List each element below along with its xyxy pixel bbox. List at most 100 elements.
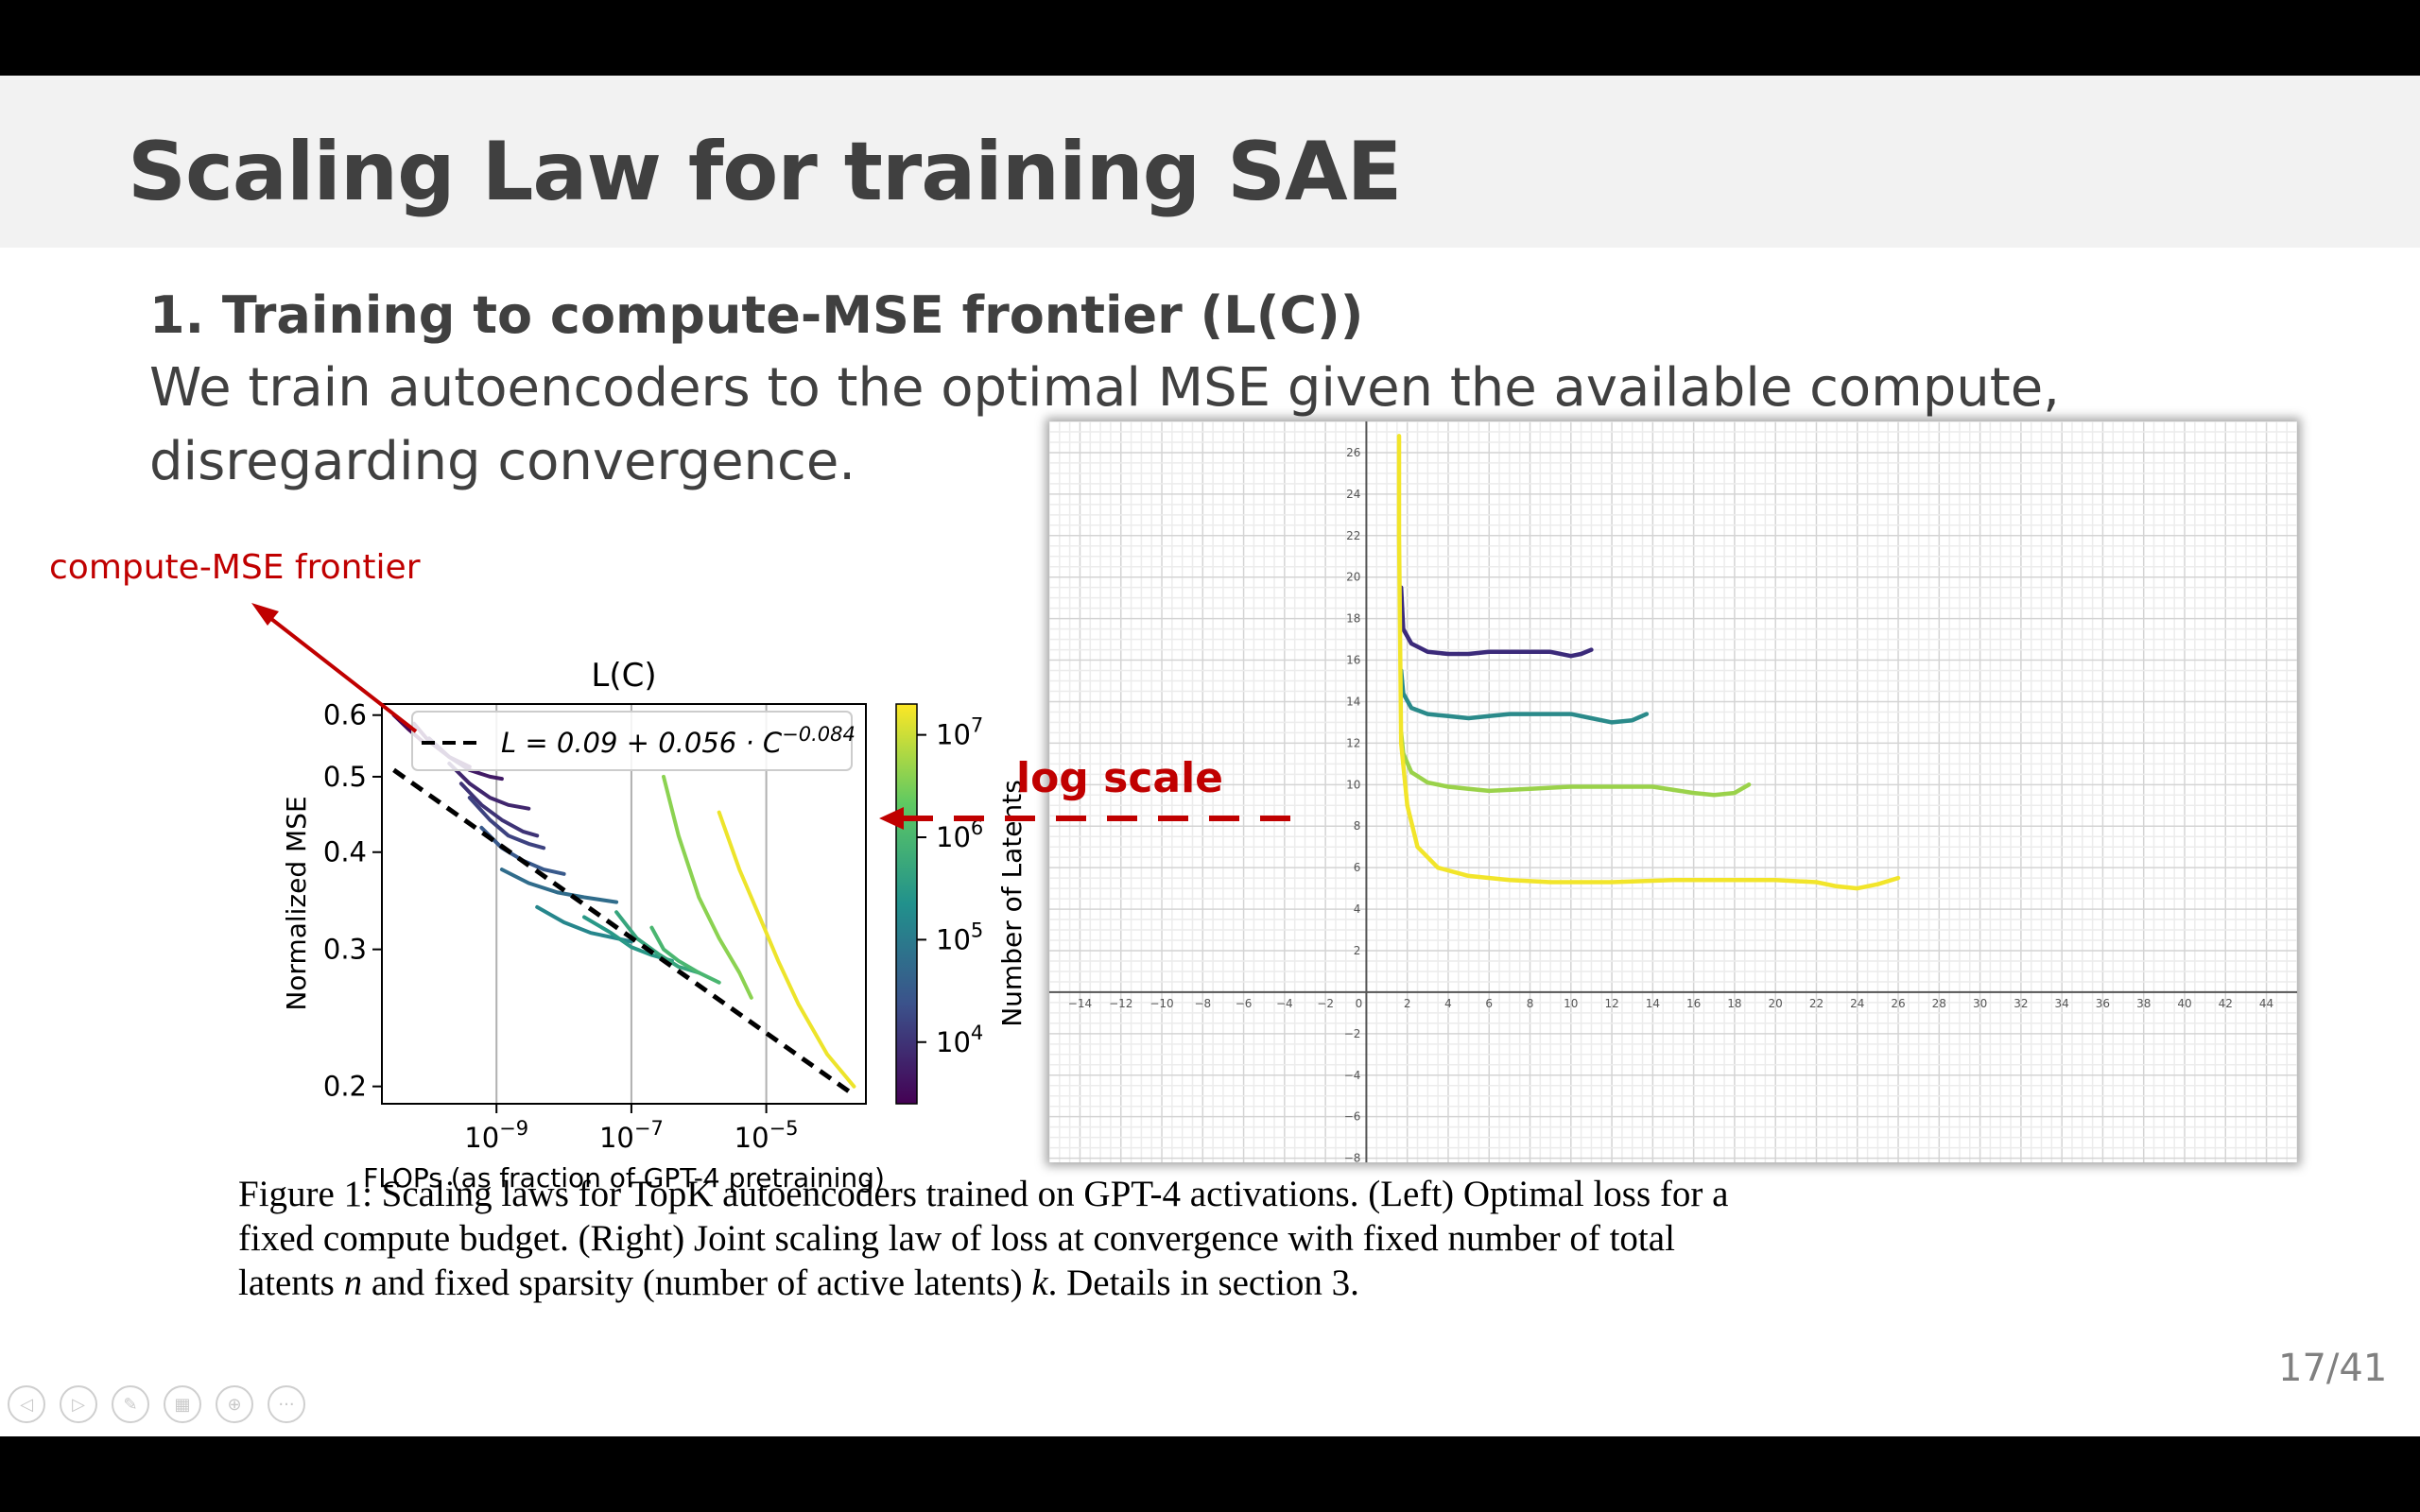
jc-series-line-3: [1396, 434, 1901, 891]
letterbox-top: [0, 0, 2420, 76]
lc-ytick-label-2: 0.4: [323, 836, 367, 868]
lc-cbtick-label-2: 105: [936, 919, 983, 955]
jc-ytick-label-9: 12: [1346, 736, 1360, 749]
lc-xtick-label-1: 10−7: [599, 1117, 664, 1154]
jc-xtick-label-24: 34: [2055, 997, 2069, 1010]
caption-var-k: k: [1031, 1263, 1048, 1303]
jc-xtick-label-28: 42: [2219, 997, 2233, 1010]
lc-series-line-4: [458, 782, 540, 838]
jc-xtick-label-23: 32: [2014, 997, 2028, 1010]
jc-ytick-label-3: −2: [1344, 1027, 1361, 1040]
lc-xlabel: FLOPs (as fraction of GPT-4 pretraining): [363, 1162, 885, 1194]
jc-ytick-label-11: 16: [1346, 654, 1360, 667]
jc-xtick-label-19: 24: [1850, 997, 1864, 1010]
jc-xtick-label-5: −4: [1276, 997, 1293, 1010]
more-icon: ···: [278, 1394, 295, 1415]
lc-colorbar: [895, 703, 918, 1105]
figure-caption: Figure 1: Scaling laws for TopK autoenco…: [238, 1172, 1902, 1305]
lc-series-line-5: [467, 796, 546, 850]
jc-ytick-label-15: 24: [1346, 488, 1360, 501]
jc-xtick-label-17: 20: [1769, 997, 1783, 1010]
caption-line-3-c: . Details in section 3.: [1047, 1263, 1359, 1303]
jc-xtick-label-2: −10: [1150, 997, 1173, 1010]
jc-xtick-label-4: −6: [1236, 997, 1253, 1010]
jc-series-line-1: [1398, 668, 1650, 725]
jc-xtick-label-13: 12: [1604, 997, 1618, 1010]
lc-ytick-label-4: 0.2: [323, 1071, 367, 1103]
jc-xtick-label-27: 40: [2177, 997, 2191, 1010]
lc-legend-formula: L = 0.09 + 0.056 · C−0.084: [501, 723, 856, 759]
jc-ytick-label-7: 8: [1354, 819, 1361, 833]
lc-series-line-9: [582, 915, 674, 963]
jc-ytick-label-14: 22: [1346, 529, 1360, 542]
jc-series-line-0: [1398, 585, 1594, 659]
next-slide-button[interactable]: ▷: [60, 1385, 97, 1423]
lc-ytick-label-1: 0.5: [323, 761, 367, 793]
lc-title: L(C): [591, 657, 656, 695]
jc-xtick-label-9: 4: [1444, 997, 1452, 1010]
lc-legend-formula-exp: −0.084: [782, 723, 856, 746]
lc-plot-frame: [381, 703, 867, 1105]
jc-grid: [1049, 421, 2297, 1162]
jc-xtick-label-22: 30: [1973, 997, 1987, 1010]
lc-cbtick-label-0: 107: [936, 714, 983, 751]
title-band: [0, 76, 2420, 248]
caption-line-3-a: latents: [238, 1263, 344, 1303]
slide: Scaling Law for training SAE 1. Training…: [0, 76, 2420, 1436]
jc-xtick-label-14: 14: [1646, 997, 1660, 1010]
joint-scaling-chart: −14 −12 −10 −8 −6 −4 −2 0 2 4 6 8 10 12 14 16 18 20 22 24 26…: [1049, 421, 2297, 1162]
next-icon: ▷: [72, 1394, 85, 1415]
jc-xtick-label-18: 22: [1809, 997, 1824, 1010]
page-number: 17/41: [2278, 1347, 2388, 1390]
jc-series-line-2: [1398, 730, 1752, 798]
lc-series-line-6: [479, 825, 566, 876]
zoom-icon: ⊕: [227, 1394, 242, 1415]
lc-legend-formula-main: L = 0.09 + 0.056 · C: [501, 727, 783, 759]
caption-line-1: Figure 1: Scaling laws for TopK autoenco…: [238, 1174, 1729, 1214]
jc-xtick-label-10: 6: [1485, 997, 1493, 1010]
jc-ytick-label-8: 10: [1346, 778, 1360, 791]
jc-xtick-label-20: 26: [1891, 997, 1905, 1010]
lc-series-line-13: [717, 810, 856, 1089]
jc-ytick-label-1: −6: [1344, 1110, 1361, 1124]
caption-line-2: fixed compute budget. (Right) Joint scal…: [238, 1218, 1675, 1259]
jc-xtick-label-12: 10: [1564, 997, 1578, 1010]
letterbox-bottom: [0, 1436, 2420, 1512]
lc-frontier-line: [392, 767, 856, 1097]
zoom-button[interactable]: ⊕: [216, 1385, 253, 1423]
prev-slide-button[interactable]: ◁: [8, 1385, 45, 1423]
lc-series-line-10: [614, 910, 701, 975]
lc-cbtick-label-1: 106: [936, 816, 983, 853]
jc-xtick-label-0: −14: [1068, 997, 1092, 1010]
jc-ytick-label-12: 18: [1346, 612, 1360, 626]
more-options-button[interactable]: ···: [268, 1385, 305, 1423]
jc-xtick-label-11: 8: [1527, 997, 1534, 1010]
frontier-annotation: compute-MSE frontier: [49, 548, 421, 587]
jc-xtick-label-26: 38: [2136, 997, 2151, 1010]
section-heading: 1. Training to compute-MSE frontier (L(C…: [149, 285, 1364, 345]
jc-xtick-label-25: 36: [2096, 997, 2110, 1010]
jc-ytick-label-4: 2: [1354, 944, 1361, 957]
log-scale-annotation: log scale: [1016, 754, 1224, 802]
lc-xtick-label-0: 10−9: [464, 1117, 528, 1154]
lc-series-line-7: [499, 868, 619, 904]
lc-series-line-3: [447, 761, 531, 811]
jc-ticks: −14 −12 −10 −8 −6 −4 −2 0 2 4 6 8 10 12 14 16 18 20 22 24 26…: [1068, 446, 2273, 1162]
jc-xtick-label-7: 0: [1356, 997, 1363, 1010]
jc-xtick-label-16: 18: [1727, 997, 1741, 1010]
pen-button[interactable]: ✎: [112, 1385, 149, 1423]
caption-var-n: n: [343, 1263, 363, 1303]
lc-series-line-12: [662, 774, 753, 1000]
see-all-slides-button[interactable]: ▦: [164, 1385, 201, 1423]
jc-xtick-label-29: 44: [2259, 997, 2273, 1010]
lc-ylabel: Normalized MSE: [281, 796, 312, 1010]
slides-icon: ▦: [174, 1394, 191, 1415]
lc-legend-box: [411, 711, 853, 771]
lc-ytick-label-3: 0.3: [323, 934, 367, 966]
pen-icon: ✎: [123, 1394, 138, 1415]
lc-xtick-label-2: 10−5: [735, 1117, 799, 1154]
jc-ytick-label-0: −8: [1344, 1152, 1361, 1162]
jc-xtick-label-21: 28: [1932, 997, 1946, 1010]
prev-icon: ◁: [20, 1394, 33, 1415]
body-text: We train autoencoders to the optimal MSE…: [149, 357, 2060, 492]
